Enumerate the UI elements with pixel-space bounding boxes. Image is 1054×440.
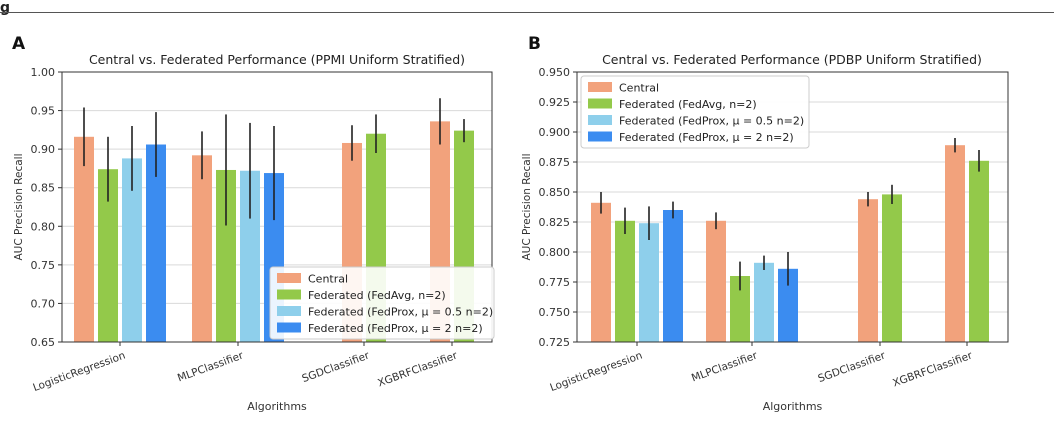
chart-a: 0.65 0.70 0.75 0.80 0.85 0.90 0.95 1.00 Logistic… — [13, 52, 495, 413]
bar-fedprox05-mlpclassifier — [240, 170, 260, 342]
figure-header-mark: g — [0, 0, 11, 16]
y-tick-label: 0.95 — [31, 105, 56, 118]
legend-label: Federated (FedProx, μ = 2 n=2) — [619, 131, 794, 144]
legend-box — [580, 75, 810, 149]
legend: Central Federated (FedAvg, n=2) Federated … — [580, 75, 810, 149]
bar-fedprox05-logisticregression — [122, 158, 142, 342]
bar-central-xgbrfclassifier — [945, 145, 965, 342]
y-tick-label: 0.725 — [539, 336, 571, 349]
x-tick-label: MLPClassifier — [176, 349, 246, 384]
bar-fedprox2-mlpclassifier — [778, 268, 798, 342]
x-tick-label: MLPClassifier — [690, 349, 760, 384]
x-tick-label: XGBRFClassifier — [891, 349, 974, 389]
y-tick-label: 0.70 — [31, 297, 56, 310]
y-tick-label: 0.65 — [31, 336, 56, 349]
y-tick-label: 0.85 — [31, 182, 56, 195]
y-tick-label: 0.900 — [539, 126, 571, 139]
bar-fedavg-logisticregression — [98, 169, 118, 342]
legend-label: Federated (FedAvg, n=2) — [308, 289, 446, 302]
x-axis-label: Algorithms — [247, 400, 307, 413]
legend-label: Central — [308, 273, 348, 286]
y-axis-label: AUC Precision Recall — [13, 153, 25, 260]
plot-frame — [61, 71, 493, 343]
chart-title: Central vs. Federated Performance (PPMI … — [89, 52, 465, 67]
legend-swatch-fedavg — [277, 289, 301, 300]
y-tick-label: 0.90 — [31, 143, 56, 156]
bar-central-mlpclassifier — [706, 220, 726, 342]
legend-swatch-fedprox05 — [277, 306, 301, 316]
y-tick-label: 0.800 — [539, 246, 571, 259]
y-tick-label: 0.750 — [539, 306, 571, 319]
legend-box — [269, 266, 495, 340]
legend-swatch-central — [588, 82, 612, 92]
y-tick-label: 0.875 — [539, 156, 571, 169]
y-tick-label: 0.80 — [31, 220, 56, 233]
legend-swatch-fedprox05 — [588, 115, 612, 125]
panel-label-a: A — [12, 34, 26, 54]
legend-label: Central — [619, 82, 659, 95]
bar-fedprox2-logisticregression — [146, 144, 166, 342]
y-tick-label: 0.850 — [539, 186, 571, 199]
legend-swatch-fedavg — [588, 98, 612, 109]
y-tick-label: 0.775 — [539, 276, 571, 289]
chart-b: 0.725 0.750 0.775 0.800 0.825 0.850 0.875 0.900… — [521, 52, 1009, 413]
x-tick-label: XGBRFClassifier — [376, 349, 459, 389]
legend-label: Federated (FedAvg, n=2) — [619, 98, 757, 111]
bar-central-logisticregression — [74, 136, 94, 342]
bar-fedprox05-logisticregression — [639, 223, 659, 342]
x-axis-label: Algorithms — [763, 400, 823, 413]
y-tick-label: 0.925 — [539, 96, 571, 109]
bar-fedprox2-logisticregression — [663, 210, 683, 342]
y-axis-label: AUC Precision Recall — [521, 153, 533, 260]
x-tick-label: SGDClassifier — [300, 349, 371, 385]
bar-fedprox05-mlpclassifier — [754, 262, 774, 342]
plot-frame — [576, 71, 1009, 343]
x-tick-label: LogisticRegression — [548, 350, 644, 395]
bar-central-sgdclassifier — [858, 199, 878, 342]
chart-title: Central vs. Federated Performance (PDBP … — [602, 52, 982, 67]
bar-fedavg-xgbrfclassifier — [969, 160, 989, 342]
legend-swatch-central — [277, 273, 301, 283]
bar-fedavg-sgdclassifier — [882, 194, 902, 342]
bar-fedavg-logisticregression — [615, 220, 635, 342]
bar-central-mlpclassifier — [192, 155, 212, 342]
legend-label: Federated (FedProx, μ = 0.5 n=2) — [308, 306, 493, 319]
y-tick-label: 0.950 — [539, 66, 571, 79]
bar-fedavg-mlpclassifier — [730, 276, 750, 342]
legend-label: Federated (FedProx, μ = 2 n=2) — [308, 322, 483, 335]
y-tick-label: 1.00 — [31, 66, 56, 79]
y-tick-label: 0.75 — [31, 259, 56, 272]
legend-label: Federated (FedProx, μ = 0.5 n=2) — [619, 115, 804, 128]
bar-central-logisticregression — [591, 202, 611, 342]
legend: Central Federated (FedAvg, n=2) Federated … — [269, 266, 495, 340]
figure-top-rule — [0, 12, 1054, 13]
legend-swatch-fedprox2 — [588, 131, 612, 142]
bar-fedavg-mlpclassifier — [216, 169, 236, 342]
x-tick-label: LogisticRegression — [31, 350, 127, 395]
panel-label-b: B — [528, 34, 541, 54]
legend-swatch-fedprox2 — [277, 322, 301, 333]
y-tick-label: 0.825 — [539, 216, 571, 229]
x-tick-label: SGDClassifier — [816, 349, 887, 385]
